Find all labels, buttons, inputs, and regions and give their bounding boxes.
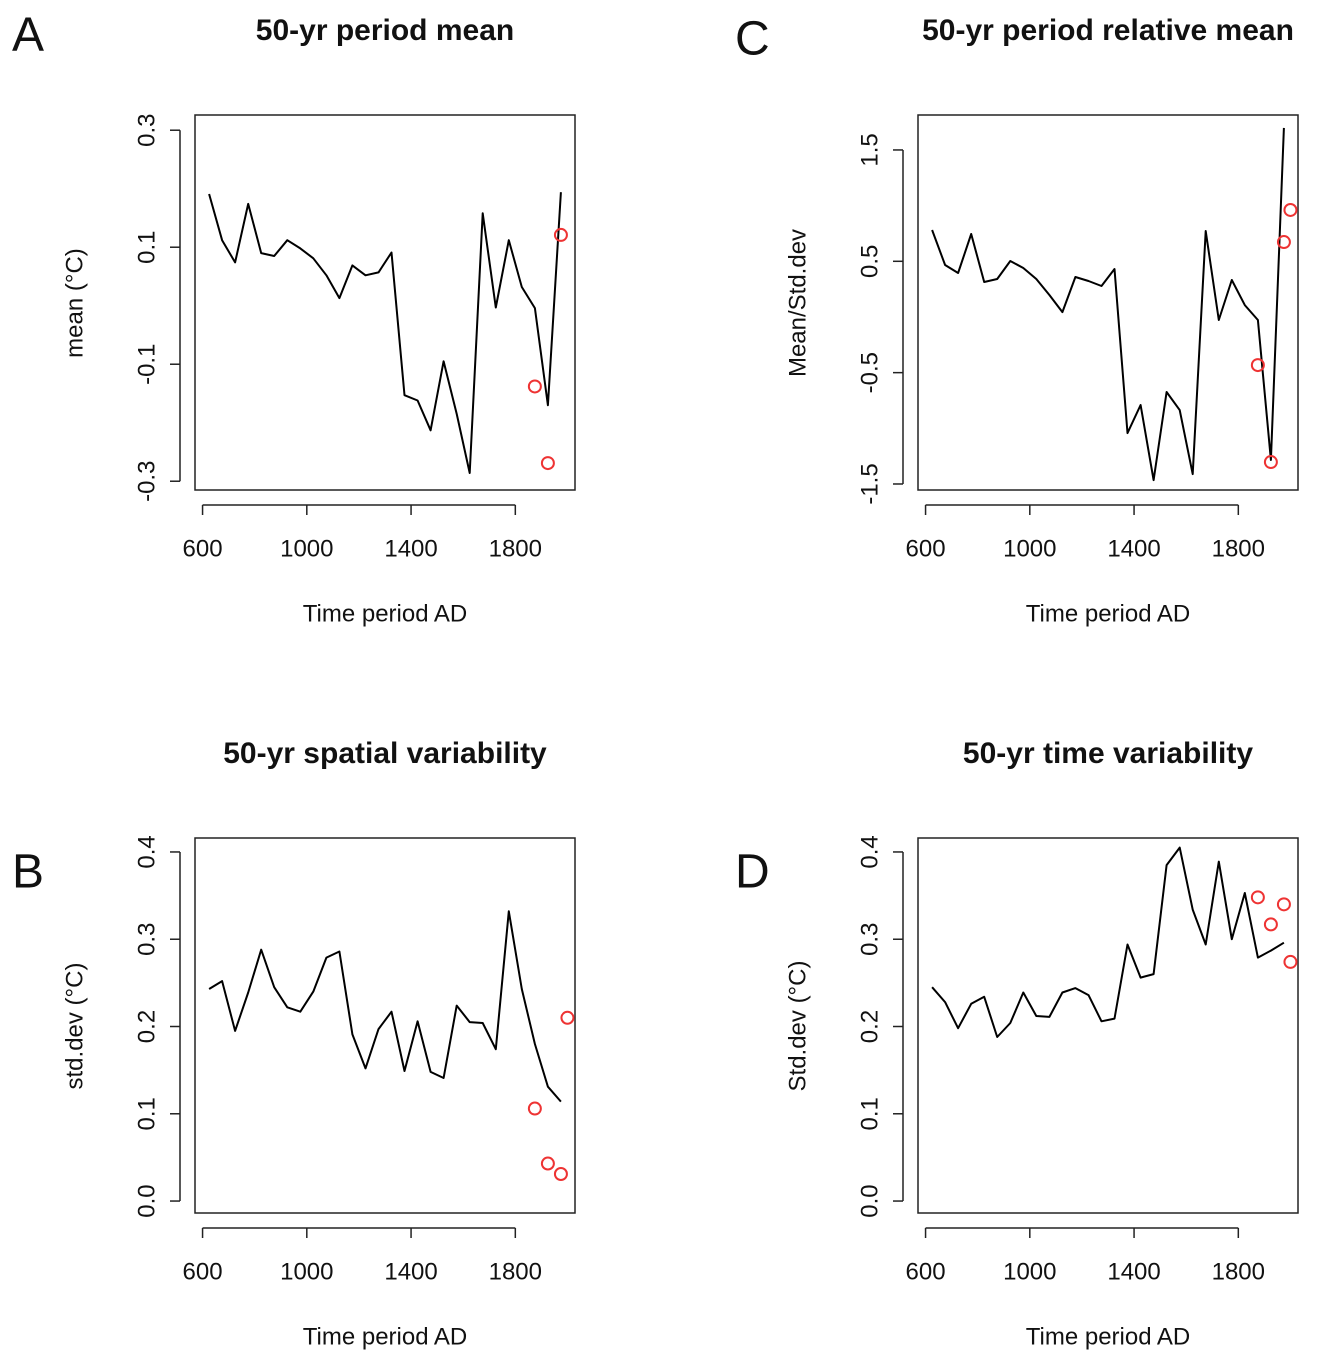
data-line [931, 127, 1285, 482]
panel-letter: B [12, 846, 44, 899]
chart-title: 50-yr period mean [256, 14, 514, 47]
y-tick-label: 0.5 [856, 245, 883, 278]
y-tick-label: 0.0 [133, 1184, 160, 1217]
plot-frame [917, 114, 1299, 491]
y-tick-label: 0.3 [133, 114, 160, 147]
y-tick-label: -1.5 [856, 463, 883, 504]
y-tick-label: 0.4 [856, 835, 883, 868]
panel-letter: C [735, 13, 770, 66]
x-tick-label: 1800 [1212, 535, 1265, 562]
y-tick-label: 0.1 [856, 1097, 883, 1130]
y-axis-title: std.dev (°C) [61, 963, 88, 1090]
x-tick-label: 1800 [489, 535, 542, 562]
data-point [1263, 455, 1278, 470]
data-point [553, 227, 568, 242]
x-axis-title: Time period AD [303, 600, 468, 627]
x-tick-label: 600 [906, 535, 946, 562]
x-tick-label: 1400 [384, 535, 437, 562]
panel-letter: D [735, 846, 770, 899]
x-tick-label: 1000 [280, 1258, 333, 1285]
y-tick-label: -0.3 [133, 461, 160, 502]
x-axis-title: Time period AD [303, 1323, 468, 1350]
data-point [1250, 890, 1265, 905]
y-tick-label: -0.5 [856, 352, 883, 393]
y-tick-label: 0.4 [133, 835, 160, 868]
panel: B 50-yr spatial variability 0.0 0.1 0.2 0.3 0.… [12, 737, 576, 1350]
data-line [208, 910, 562, 1103]
x-tick-label: 600 [183, 535, 223, 562]
y-tick-label: -0.1 [133, 344, 160, 385]
data-point [1263, 917, 1278, 932]
y-axis-title: Std.dev (°C) [784, 961, 811, 1092]
y-tick-label: 0.1 [133, 231, 160, 264]
data-point [1276, 235, 1291, 250]
data-point [540, 456, 555, 471]
data-line [208, 192, 562, 474]
x-tick-label: 1000 [1003, 535, 1056, 562]
data-point [540, 1156, 555, 1171]
chart-title: 50-yr period relative mean [922, 14, 1294, 47]
data-point [527, 379, 542, 394]
panel: C 50-yr period relative mean -1.5 -0.5 0.5 1.… [735, 13, 1299, 627]
panel-letter: A [12, 9, 44, 62]
x-tick-label: 600 [183, 1258, 223, 1285]
panel: A 50-yr period mean -0.3 -0.1 0.1 0.3 600 1000 1… [12, 9, 576, 627]
x-tick-label: 1400 [1107, 1258, 1160, 1285]
data-point [1283, 954, 1298, 969]
data-point [527, 1101, 542, 1116]
x-tick-label: 1000 [1003, 1258, 1056, 1285]
data-point [560, 1010, 575, 1025]
panel: D 50-yr time variability 0.0 0.1 0.2 0.3 0.4 60… [735, 737, 1299, 1350]
x-tick-label: 1800 [489, 1258, 542, 1285]
y-tick-label: 0.2 [856, 1010, 883, 1043]
data-line [931, 846, 1285, 1038]
y-tick-label: 0.0 [856, 1184, 883, 1217]
plot-frame [917, 837, 1299, 1214]
data-point [1250, 358, 1265, 373]
chart-title: 50-yr time variability [963, 737, 1253, 770]
data-point [1283, 202, 1298, 217]
y-tick-label: 0.3 [133, 923, 160, 956]
y-axis-title: mean (°C) [61, 248, 88, 358]
y-axis-title: Mean/Std.dev [784, 229, 811, 377]
y-tick-label: 0.2 [133, 1010, 160, 1043]
y-tick-label: 0.3 [856, 923, 883, 956]
x-axis-title: Time period AD [1026, 600, 1191, 627]
x-tick-label: 1400 [1107, 535, 1160, 562]
y-tick-label: 0.1 [133, 1097, 160, 1130]
x-tick-label: 1400 [384, 1258, 437, 1285]
x-axis-title: Time period AD [1026, 1323, 1191, 1350]
x-tick-label: 1000 [280, 535, 333, 562]
plot-frame [194, 837, 576, 1214]
plot-frame [194, 114, 576, 491]
chart-title: 50-yr spatial variability [223, 737, 547, 770]
x-tick-label: 1800 [1212, 1258, 1265, 1285]
data-point [1276, 897, 1291, 912]
data-point [553, 1166, 568, 1181]
y-tick-label: 1.5 [856, 133, 883, 166]
x-tick-label: 600 [906, 1258, 946, 1285]
